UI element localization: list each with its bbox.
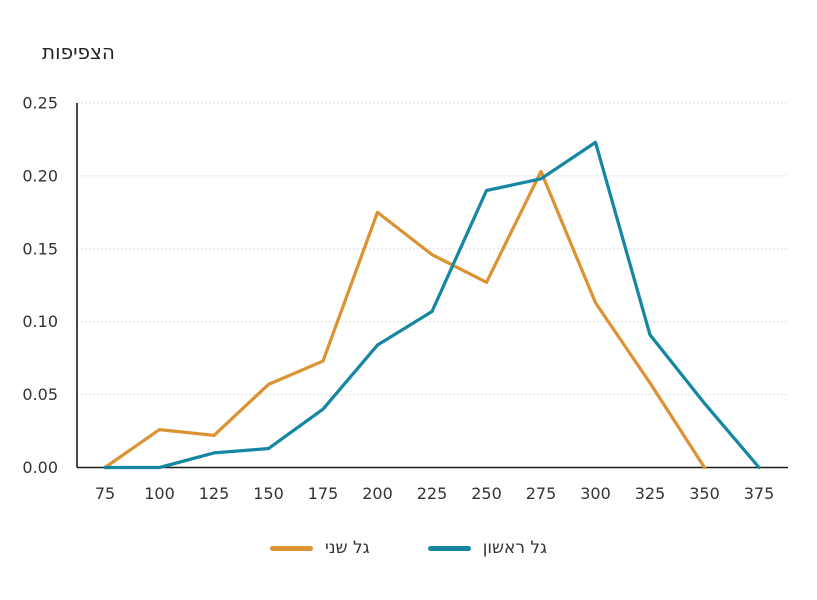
- y-tick-label: 0.00: [22, 458, 58, 477]
- legend-swatch-second-wave: [269, 545, 313, 551]
- x-tick-label: 125: [199, 484, 230, 503]
- y-tick-label: 0.10: [22, 312, 58, 331]
- x-tick-label: 275: [526, 484, 557, 503]
- x-tick-label: 75: [95, 484, 115, 503]
- legend-item-first-wave: גל ראשון: [427, 538, 548, 558]
- x-tick-label: 150: [253, 484, 284, 503]
- legend-swatch-first-wave: [427, 545, 471, 551]
- y-tick-label: 0.15: [22, 239, 58, 258]
- x-tick-label: 100: [144, 484, 175, 503]
- x-tick-label: 200: [362, 484, 393, 503]
- x-tick-label: 300: [580, 484, 611, 503]
- x-tick-label: 175: [308, 484, 339, 503]
- x-tick-label: 225: [417, 484, 448, 503]
- series-line-second-wave: [103, 169, 707, 470]
- chart-title: הצפיפות: [42, 40, 115, 64]
- y-tick-label: 0.25: [22, 94, 58, 113]
- legend-item-second-wave: גל שני: [269, 538, 370, 558]
- x-tick-label: 250: [471, 484, 502, 503]
- legend-label-second-wave: גל שני: [324, 538, 370, 558]
- legend-label-first-wave: גל ראשון: [482, 538, 548, 558]
- chart-legend: גל שני גל ראשון: [0, 538, 817, 558]
- y-tick-label: 0.05: [22, 385, 58, 404]
- y-tick-label: 0.20: [22, 166, 58, 185]
- x-tick-label: 375: [744, 484, 775, 503]
- x-tick-label: 350: [689, 484, 720, 503]
- series-line-first-wave: [103, 140, 761, 470]
- x-tick-label: 325: [635, 484, 666, 503]
